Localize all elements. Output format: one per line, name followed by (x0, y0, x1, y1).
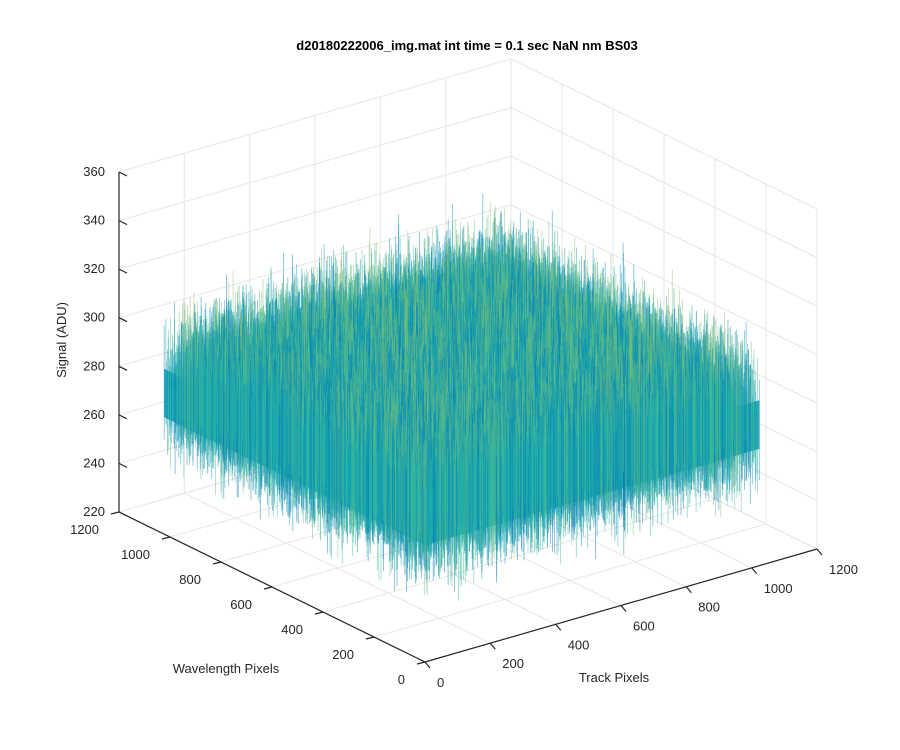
grid-line (118, 155, 512, 270)
grid-line (322, 498, 716, 613)
grid-line (510, 107, 818, 259)
grid-line (118, 107, 512, 222)
grid-line (118, 204, 512, 319)
grid-line (510, 155, 818, 307)
grid-line (510, 204, 818, 356)
signal-surface (163, 193, 760, 601)
grid-line (118, 58, 512, 173)
grid-line (373, 523, 767, 638)
grid-line (510, 58, 818, 210)
chart-title: d20180222006_img.mat int time = 0.1 sec … (296, 38, 637, 53)
